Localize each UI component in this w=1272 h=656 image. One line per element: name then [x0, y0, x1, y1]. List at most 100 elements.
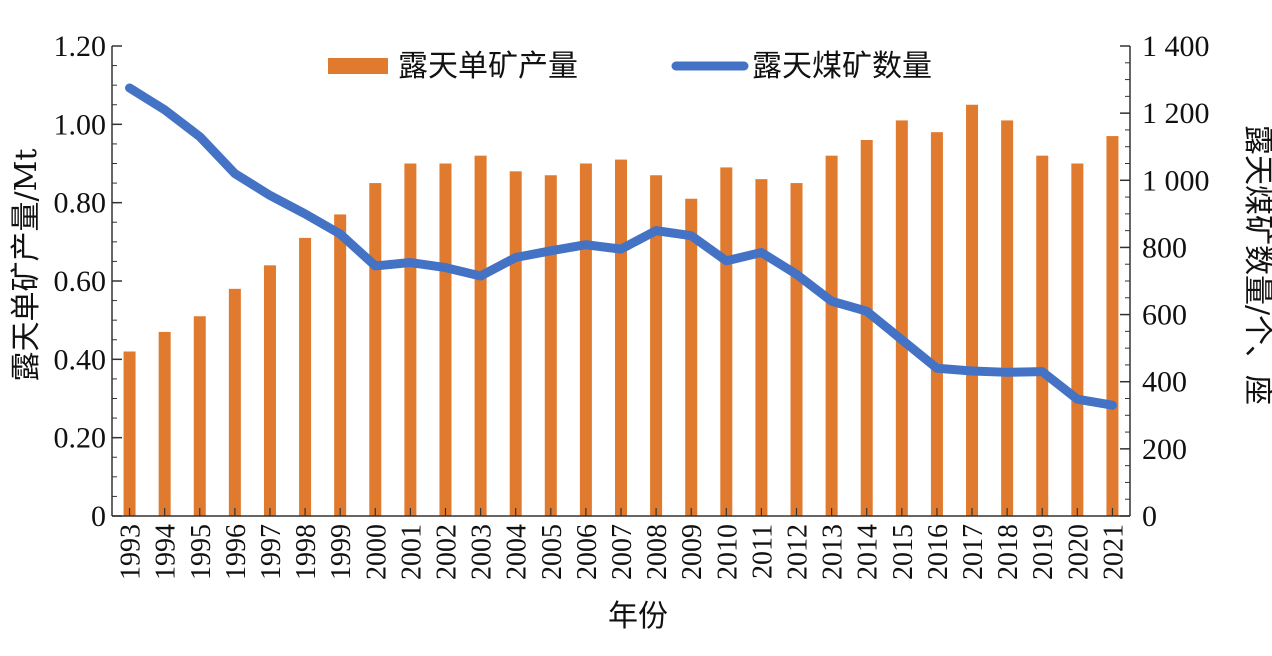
line-point-1996: [233, 172, 236, 175]
legend-label-bar: 露天单矿产量: [398, 49, 578, 84]
left-tick-label: 0.40: [54, 343, 107, 376]
bar-1999: [334, 214, 347, 517]
bar-2017: [966, 104, 979, 516]
line-point-2012: [795, 273, 798, 276]
line-point-2013: [830, 300, 833, 303]
bar-2014: [860, 140, 873, 516]
line-point-2001: [409, 261, 412, 264]
line-point-2011: [760, 251, 763, 254]
line-point-1999: [339, 233, 342, 235]
right-tick-label: 600: [1142, 299, 1187, 332]
line-point-2019: [1041, 370, 1044, 373]
bar-1994: [158, 331, 171, 516]
bar-2009: [685, 198, 698, 516]
right-tick-label: 400: [1142, 366, 1187, 399]
right-tick-label: 1 400: [1142, 30, 1210, 63]
bar-2008: [650, 175, 663, 516]
bar-2015: [895, 120, 908, 517]
x-tick-label: 1997: [256, 524, 287, 580]
right-tick-label: 200: [1142, 433, 1187, 466]
left-tick-label: 0.80: [54, 187, 107, 220]
x-tick-label: 2016: [923, 524, 954, 580]
x-tick-label: 2005: [537, 524, 568, 580]
bar-1997: [263, 265, 276, 516]
legend-label-line: 露天煤矿数量: [752, 49, 932, 84]
x-tick-label: 2008: [642, 524, 673, 580]
line-point-2002: [444, 266, 447, 269]
right-tick-label: 1 000: [1142, 164, 1210, 197]
bar-1996: [228, 288, 241, 516]
bar-2013: [825, 155, 838, 517]
line-point-2018: [1006, 371, 1009, 374]
bar-2006: [579, 163, 592, 516]
line-point-2016: [935, 367, 938, 370]
bar-2002: [439, 163, 452, 516]
x-tick-label: 2012: [783, 524, 814, 580]
line-point-2003: [479, 274, 482, 277]
bar-2020: [1071, 163, 1084, 516]
left-tick-label: 1.00: [54, 108, 107, 141]
x-tick-label: 2014: [853, 524, 884, 580]
line-point-1994: [163, 108, 166, 111]
x-tick-label: 2004: [502, 524, 533, 580]
bar-1995: [193, 316, 206, 516]
bar-2018: [1001, 120, 1014, 517]
x-axis-ticks: 1993 1994 1995 1996 1997 1998 1999 2000 2001 2002…: [116, 508, 1129, 580]
right-tick-label: 800: [1142, 231, 1187, 264]
bar-2011: [755, 179, 768, 517]
bar-1993: [123, 351, 136, 516]
bar-1998: [299, 237, 312, 517]
x-tick-label: 1993: [116, 524, 147, 580]
left-tick-label: 0.60: [54, 265, 107, 298]
legend-swatch-bar: [328, 58, 388, 74]
x-tick-label: 2011: [747, 524, 778, 579]
x-tick-label: 2019: [1028, 524, 1059, 580]
x-tick-label: 1999: [326, 524, 357, 580]
bars-layer: [123, 104, 1119, 517]
right-axis-ticks: 0 200 400 600 800 1 000 1 200 1 400: [1120, 30, 1210, 533]
line-layer: [125, 83, 1117, 410]
line-point-1998: [304, 212, 307, 215]
x-tick-label: 2020: [1063, 524, 1094, 580]
left-tick-label: 1.20: [54, 30, 107, 63]
bar-2012: [790, 183, 803, 516]
x-tick-label: 2006: [572, 524, 603, 580]
bar-2000: [369, 183, 382, 516]
line-point-2010: [725, 259, 728, 262]
left-axis-ticks: 0 0.20 0.40 0.60 0.80 1.00 1.20: [54, 30, 122, 533]
x-tick-label: 2009: [677, 524, 708, 580]
x-tick-label: 2017: [958, 524, 989, 580]
line-point-2017: [971, 369, 974, 372]
line-point-2006: [584, 243, 587, 246]
x-tick-label: 2010: [712, 524, 743, 580]
x-tick-label: 2007: [607, 524, 638, 580]
bar-2010: [720, 167, 733, 517]
line-point-1993: [128, 86, 131, 89]
line-point-2004: [514, 256, 517, 259]
line-point-1997: [268, 194, 271, 197]
x-tick-label: 2000: [361, 524, 392, 580]
line-point-1995: [198, 135, 201, 138]
line-point-2000: [374, 264, 377, 267]
bar-2021: [1106, 136, 1119, 516]
line-point-2020: [1076, 398, 1079, 401]
x-tick-label: 1995: [186, 524, 217, 580]
x-tick-label: 1996: [221, 524, 252, 580]
left-tick-label: 0: [91, 500, 106, 533]
line-point-2007: [620, 248, 622, 251]
line-point-2008: [655, 229, 658, 232]
right-tick-label: 1 200: [1142, 97, 1210, 130]
left-axis-label: 露天单矿产量/Mt: [9, 149, 44, 382]
x-tick-label: 2021: [1098, 524, 1129, 580]
bar-2001: [404, 163, 417, 516]
line-point-2021: [1111, 404, 1114, 407]
bar-2007: [615, 159, 627, 516]
line-point-2014: [865, 310, 868, 313]
x-tick-label: 2001: [396, 524, 427, 580]
x-tick-label: 2015: [888, 524, 919, 580]
bar-2019: [1036, 155, 1049, 517]
bar-2004: [509, 171, 522, 516]
left-tick-label: 0.20: [54, 422, 107, 455]
bar-2005: [544, 175, 557, 516]
